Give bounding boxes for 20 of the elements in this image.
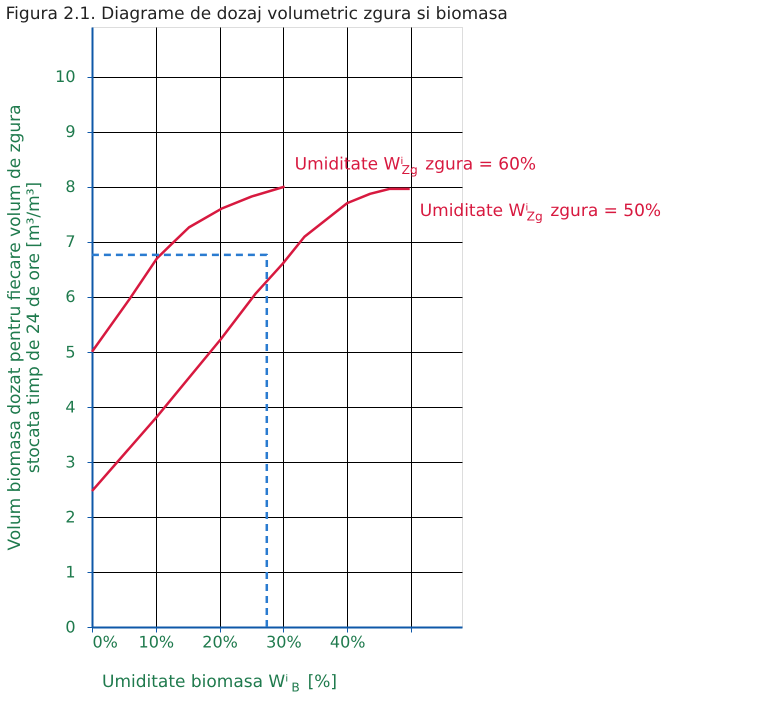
y-tick-label: 7	[65, 232, 76, 252]
y-tick-label: 6	[65, 287, 76, 306]
line-series	[90, 185, 286, 354]
y-tick-label: 3	[65, 452, 76, 472]
x-tick-label: 0%	[92, 632, 118, 652]
y-axis-title: Volum biomasa dozat pentru fiecare volum de zgura stocata timp de 24 de ore [m³/m³]	[5, 104, 44, 551]
y-tick-label: 4	[65, 397, 76, 416]
y-tick-label: 5	[65, 342, 76, 362]
chart-title: Figura 2.1. Diagrame de dozaj volumetric zgura si biomasa	[6, 4, 508, 24]
y-tick-label: 1	[65, 562, 76, 582]
x-tick-label: 10%	[138, 632, 174, 652]
y-tick-label: 0	[65, 618, 76, 636]
line-series	[90, 188, 411, 492]
y-tick-label: 8	[65, 177, 76, 196]
x-tick-label: 30%	[266, 632, 302, 652]
x-tick-label: 40%	[330, 632, 366, 652]
y-tick-label: 10	[55, 67, 76, 86]
x-tick-label: 20%	[202, 632, 238, 652]
y-tick-label: 2	[65, 507, 76, 526]
y-tick-label: 9	[65, 122, 76, 142]
